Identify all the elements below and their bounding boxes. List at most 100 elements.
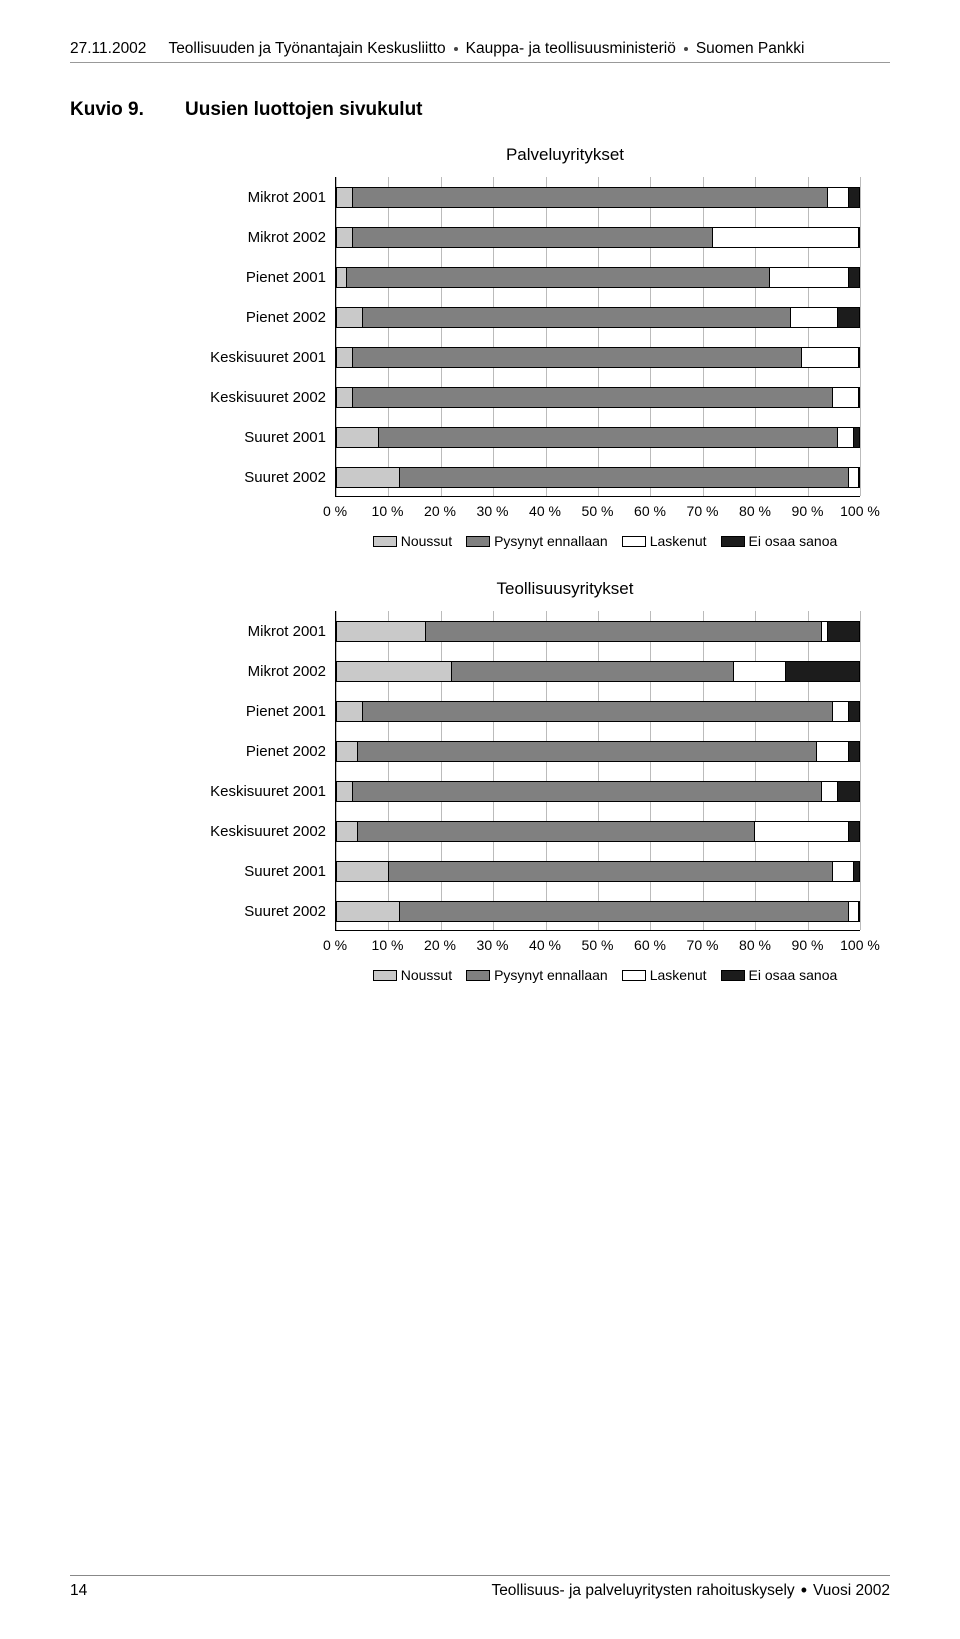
- bar-segment: [337, 228, 353, 247]
- chart2-legend: Noussut Pysynyt ennallaan Laskenut Ei os…: [320, 967, 890, 983]
- figure-title-row: Kuvio 9. Uusien luottojen sivukulut: [70, 99, 890, 121]
- legend-ei-osaa: Ei osaa sanoa: [721, 533, 838, 549]
- bar-row: [336, 861, 860, 882]
- bar-segment: [337, 662, 452, 681]
- bar-segment: [353, 782, 823, 801]
- bar-segment: [854, 428, 859, 447]
- footer-text: Teollisuus- ja palveluyritysten rahoitus…: [491, 1582, 794, 1600]
- bar-row: [336, 741, 860, 762]
- x-axis-tick: 60 %: [634, 937, 666, 953]
- y-axis-label: Pienet 2001: [196, 257, 326, 297]
- bar-segment: [337, 622, 426, 641]
- bar-segment: [854, 862, 859, 881]
- bar-segment: [337, 468, 400, 487]
- bar-row: [336, 347, 860, 368]
- y-axis-label: Suuret 2001: [196, 851, 326, 891]
- bar-segment: [358, 822, 755, 841]
- bar-row: [336, 387, 860, 408]
- bar-segment: [828, 188, 849, 207]
- y-axis-label: Suuret 2002: [196, 457, 326, 497]
- chart2-subtitle: Teollisuusyritykset: [240, 579, 890, 599]
- bar-segment: [849, 188, 859, 207]
- x-axis-tick: 80 %: [739, 503, 771, 519]
- bar-row: [336, 821, 860, 842]
- bar-segment: [337, 822, 358, 841]
- bar-segment: [833, 862, 854, 881]
- chart1-y-labels: Mikrot 2001Mikrot 2002Pienet 2001Pienet …: [200, 177, 330, 497]
- chart2-x-axis: 0 %10 %20 %30 %40 %50 %60 %70 %80 %90 %1…: [335, 931, 860, 959]
- x-axis-tick: 100 %: [840, 503, 880, 519]
- legend-ei-osaa: Ei osaa sanoa: [721, 967, 838, 983]
- header-org3: Suomen Pankki: [696, 40, 805, 58]
- bar-segment: [337, 388, 353, 407]
- legend-laskenut: Laskenut: [622, 967, 707, 983]
- y-axis-label: Mikrot 2002: [196, 651, 326, 691]
- bar-segment: [802, 348, 859, 367]
- bar-segment: [353, 188, 828, 207]
- x-axis-tick: 50 %: [582, 503, 614, 519]
- x-axis-tick: 0 %: [323, 503, 347, 519]
- bar-segment: [838, 308, 859, 327]
- header-org1: Teollisuuden ja Työnantajain Keskusliitt…: [168, 40, 445, 58]
- chart2-bars: [335, 611, 860, 931]
- y-axis-label: Pienet 2001: [196, 691, 326, 731]
- bar-segment: [347, 268, 770, 287]
- bar-row: [336, 267, 860, 288]
- legend-noussut: Noussut: [373, 533, 452, 549]
- bar-segment: [379, 428, 838, 447]
- separator-dot: [684, 47, 688, 51]
- bar-segment: [452, 662, 734, 681]
- bar-segment: [849, 468, 859, 487]
- bar-segment: [828, 622, 859, 641]
- bar-segment: [400, 902, 849, 921]
- bar-row: [336, 621, 860, 642]
- x-axis-tick: 40 %: [529, 937, 561, 953]
- y-axis-label: Mikrot 2002: [196, 217, 326, 257]
- bar-segment: [817, 742, 848, 761]
- chart1-x-axis: 0 %10 %20 %30 %40 %50 %60 %70 %80 %90 %1…: [335, 497, 860, 525]
- x-axis-tick: 90 %: [792, 503, 824, 519]
- bar-segment: [734, 662, 786, 681]
- x-axis-tick: 40 %: [529, 503, 561, 519]
- x-axis-tick: 30 %: [477, 937, 509, 953]
- bar-segment: [389, 862, 833, 881]
- x-axis-tick: 70 %: [687, 937, 719, 953]
- bar-segment: [426, 622, 823, 641]
- bar-segment: [833, 388, 859, 407]
- chart1-subtitle: Palveluyritykset: [240, 145, 890, 165]
- bar-segment: [849, 268, 859, 287]
- legend-noussut: Noussut: [373, 967, 452, 983]
- bar-segment: [838, 782, 859, 801]
- header-date: 27.11.2002: [70, 40, 146, 58]
- bar-segment: [713, 228, 859, 247]
- bar-segment: [337, 702, 363, 721]
- bar-segment: [849, 822, 859, 841]
- bar-segment: [337, 308, 363, 327]
- bar-segment: [337, 348, 353, 367]
- x-axis-tick: 60 %: [634, 503, 666, 519]
- y-axis-label: Mikrot 2001: [196, 177, 326, 217]
- y-axis-label: Suuret 2001: [196, 417, 326, 457]
- x-axis-tick: 90 %: [792, 937, 824, 953]
- y-axis-label: Pienet 2002: [196, 731, 326, 771]
- x-axis-tick: 100 %: [840, 937, 880, 953]
- separator-dot: [454, 47, 458, 51]
- bar-segment: [337, 782, 353, 801]
- bar-row: [336, 427, 860, 448]
- y-axis-label: Keskisuuret 2001: [196, 771, 326, 811]
- y-axis-label: Mikrot 2001: [196, 611, 326, 651]
- bar-row: [336, 781, 860, 802]
- chart-teollisuusyritykset: Teollisuusyritykset Mikrot 2001Mikrot 20…: [200, 579, 890, 983]
- x-axis-tick: 80 %: [739, 937, 771, 953]
- bar-segment: [838, 428, 854, 447]
- bar-segment: [770, 268, 848, 287]
- bar-segment: [786, 662, 859, 681]
- legend-laskenut: Laskenut: [622, 533, 707, 549]
- bar-segment: [822, 782, 838, 801]
- y-axis-label: Keskisuuret 2002: [196, 377, 326, 417]
- bar-segment: [358, 742, 817, 761]
- bar-segment: [791, 308, 838, 327]
- bar-segment: [363, 702, 833, 721]
- bar-segment: [849, 742, 859, 761]
- bar-segment: [353, 388, 833, 407]
